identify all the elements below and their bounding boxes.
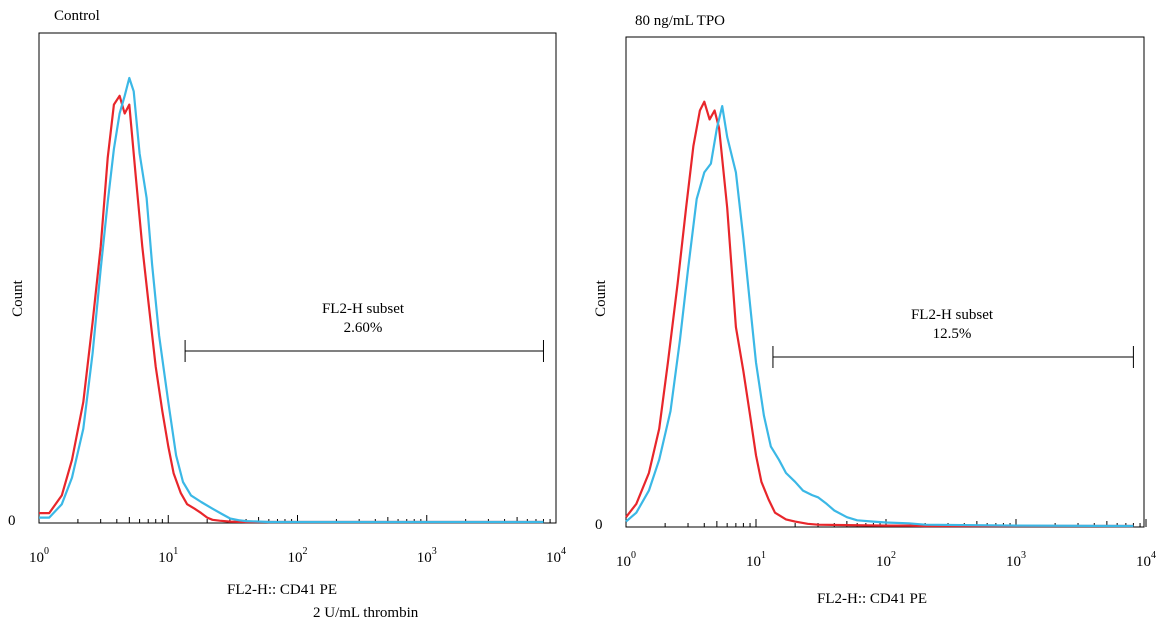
x-tick-label: 103 (1006, 550, 1026, 570)
x-tick-label: 102 (287, 546, 308, 566)
chart-title: 80 ng/mL TPO (635, 13, 726, 29)
series-line-red (39, 94, 544, 524)
plot-area (38, 32, 557, 524)
plot-frame (625, 36, 1145, 528)
x-tick-label: 102 (876, 550, 896, 570)
plot-frame (38, 32, 557, 524)
y-tick-label-zero: 0 (595, 517, 603, 533)
y-tick-label-zero: 0 (8, 513, 16, 529)
chart-panel-control: Control Count 0 100 101 102 103 104 FL2-H su… (0, 0, 580, 631)
chart-panel-tpo: 80 ng/mL TPO Count 0 100 101 102 103 104 FL2… (585, 0, 1161, 631)
x-tick-label: 103 (416, 546, 437, 566)
series-line-red (625, 100, 1134, 528)
footnote-thrombin: 2 U/mL thrombin (313, 605, 419, 621)
x-axis-label: FL2-H:: CD41 PE (817, 591, 928, 607)
gate-marker (772, 346, 1134, 368)
x-tick-label: 101 (158, 546, 179, 566)
gate-label: FL2-H subset 12.5% (911, 306, 993, 344)
x-tick-label: 104 (546, 546, 566, 566)
gate-percentage: 2.60% (343, 320, 383, 336)
gate-name: FL2-H subset (910, 307, 994, 323)
chart-title: Control (54, 8, 100, 24)
series-group (625, 100, 1134, 528)
series-group (39, 76, 544, 524)
gate-marker (184, 340, 544, 362)
gate-percentage: 12.5% (932, 326, 972, 342)
x-tick-label: 100 (616, 550, 636, 570)
gate-label: FL2-H subset 2.60% (322, 300, 404, 338)
x-tick-label: 104 (1136, 550, 1156, 570)
x-axis-label: FL2-H:: CD41 PE (227, 582, 338, 598)
series-line-blue (39, 76, 544, 524)
plot-area (625, 36, 1147, 528)
gate-name: FL2-H subset (321, 301, 405, 317)
x-tick-label: 100 (29, 546, 49, 566)
series-line-blue (625, 105, 1134, 528)
x-tick-label: 101 (746, 550, 766, 570)
